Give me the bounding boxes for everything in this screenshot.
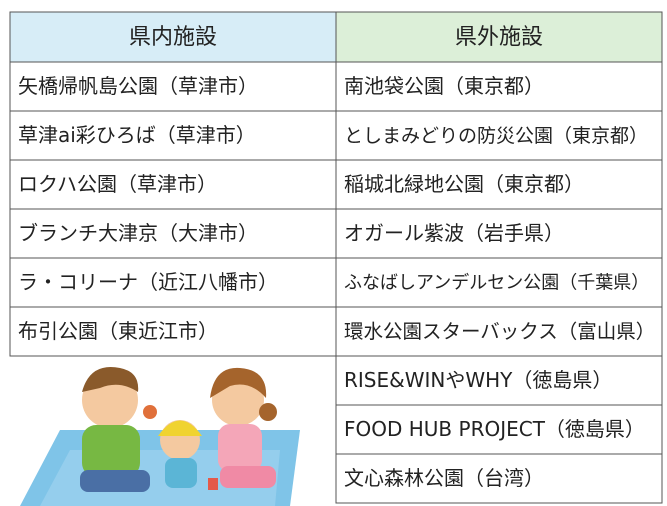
table-cell — [335, 355, 663, 406]
cell-text: 矢橋帰帆島公園（草津市） — [18, 74, 258, 98]
table-cell — [335, 61, 663, 112]
cell-text: RISE&WINやWHY（徳島県） — [344, 368, 612, 392]
table-cell — [9, 159, 337, 210]
table-cell — [9, 61, 337, 112]
cell-text: 草津ai彩ひろば（草津市） — [18, 123, 256, 147]
cell-text: FOOD HUB PROJECT（徳島県） — [344, 417, 645, 441]
cell-text: 文心森林公園（台湾） — [344, 466, 544, 490]
cell-text: 環水公園スターバックス（富山県） — [344, 320, 655, 343]
cell-text: ラ・コリーナ（近江八幡市） — [18, 270, 278, 294]
table-cell — [335, 306, 663, 357]
table-cell — [9, 110, 337, 161]
header-text: 県内施設 — [129, 25, 217, 50]
cell-text: 布引公園（東近江市） — [18, 319, 218, 343]
table-cell — [335, 404, 663, 455]
table-cell — [9, 306, 337, 357]
table-cell — [335, 159, 663, 210]
cell-text: ふなばしアンデルセン公園（千葉県） — [344, 273, 649, 294]
cell-text: オガール紫波（岩手県） — [344, 221, 564, 245]
cell-text: 南池袋公園（東京都） — [344, 74, 544, 98]
cell-text: ロクハ公園（草津市） — [18, 172, 217, 196]
cell-text: ブランチ大津京（大津市） — [18, 221, 258, 245]
cell-text: 稲城北緑地公園（東京都） — [344, 172, 584, 196]
table-cell — [335, 257, 663, 308]
table-cell — [335, 453, 663, 504]
header-cell — [335, 11, 663, 63]
table-cell — [335, 110, 663, 161]
picnic-illustration — [20, 367, 300, 506]
cell-text: としまみどりの防災公園（東京都） — [344, 125, 648, 147]
table-cell — [9, 257, 337, 308]
table-cell — [9, 208, 337, 259]
header-text: 県外施設 — [455, 25, 543, 50]
